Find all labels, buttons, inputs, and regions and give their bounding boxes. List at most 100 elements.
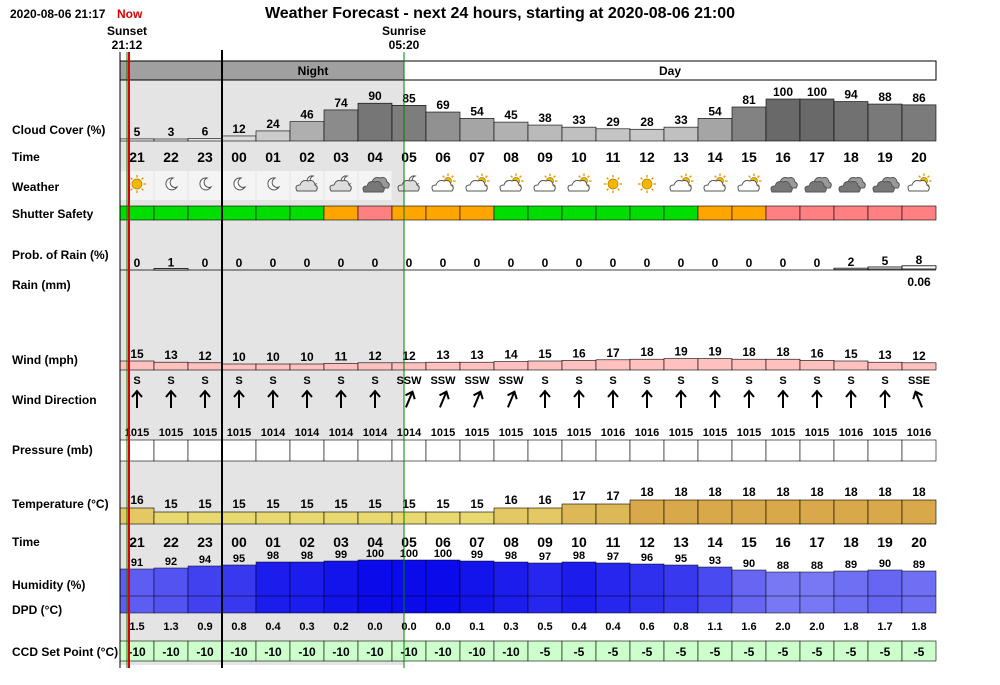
cloud-shape [703,180,726,192]
temperature-value: 16 [538,493,552,507]
row-label-ccd: CCD Set Point (°C) [12,645,118,659]
sun-ray [442,175,445,178]
cloud-shape [872,181,895,193]
moon-shape [267,177,281,191]
shutter-cell [867,205,903,221]
humidity-bar [425,559,461,614]
sun-cloud-icon [737,173,762,192]
wind-arrow-head [335,389,347,398]
shutter-cell [629,205,665,221]
temperature-bar [187,511,223,525]
sun-ray [617,177,620,180]
wind-value: 15 [844,347,858,361]
temperature-bar [459,511,495,525]
cloud-value: 54 [708,104,722,118]
humidity-bar [459,560,495,614]
temperature-value: 15 [470,497,484,511]
sunset-label: Sunset [107,24,147,38]
row-label-humidity: Humidity (%) [12,578,85,592]
sun-cloud-icon [669,173,694,192]
time-label: 12 [639,534,655,550]
pressure-value: 1016 [635,427,659,439]
sun-ray [606,188,609,191]
pressure-cell [425,439,461,462]
ccd-value: -5 [642,645,653,659]
cloud-shape [329,180,352,192]
rain-prob-value: 5 [882,254,889,268]
sun-icon [638,175,656,193]
time-label: 05 [401,534,417,550]
humidity-value: 88 [811,560,823,572]
pressure-value: 1015 [465,427,489,439]
temperature-bar [323,511,359,525]
moon-icon [233,177,247,191]
temperature-value: 18 [878,485,892,499]
cloud-shape [737,180,760,192]
humidity-value: 90 [743,558,755,570]
wind-arrow-head [233,389,245,398]
rain-prob-value: 0 [576,256,583,270]
wind-arrow-head [675,389,687,398]
wind-dir-label: S [677,375,684,387]
wind-bar [697,358,733,371]
wind-arrow-head [405,390,416,400]
wind-dir-label: S [201,375,208,387]
pressure-value: 1015 [873,427,897,439]
cloud-icon [872,177,900,193]
pressure-value: 1015 [193,427,217,439]
pressure-value: 1015 [737,427,761,439]
wind-arrow-head [473,390,484,400]
sun-ray [578,175,581,178]
pressure-cell [629,439,665,462]
pressure-value: 1014 [295,427,320,439]
row-label-weather: Weather [12,180,59,194]
temperature-value: 15 [232,497,246,511]
wind-value: 19 [708,345,722,359]
humidity-value: 97 [607,551,619,563]
temperature-value: 15 [368,497,382,511]
wind-arrow-icon [473,390,484,408]
cloud-shape [362,181,385,193]
shutter-cell [663,205,699,221]
moon-icon [199,177,213,191]
wind-value: 13 [470,348,484,362]
temperature-bar [391,511,427,525]
ccd-value: -10 [434,645,452,659]
humidity-value: 99 [335,549,347,561]
wind-bar [221,363,257,371]
time-label: 23 [197,149,213,165]
time-label: 01 [265,534,281,550]
pressure-value: 1016 [907,427,931,439]
shutter-cell [357,205,393,221]
pressure-value: 1015 [669,427,693,439]
sun-disc [641,178,653,190]
shutter-cell [561,205,597,221]
cloud-bar [153,138,189,142]
humidity-value: 89 [913,559,925,571]
time-label: 04 [367,149,383,165]
time-label: 22 [163,149,179,165]
ccd-value: -10 [400,645,418,659]
temperature-value: 15 [436,497,450,511]
dpd-value: 1.6 [741,621,756,633]
wind-bar [901,362,937,371]
temperature-bar [493,507,529,525]
temperature-value: 15 [300,497,314,511]
time-label: 02 [299,534,315,550]
pressure-cell [323,439,359,462]
shutter-cell [527,205,563,221]
rain-prob-value: 1 [168,256,175,270]
rain-prob-value: 0 [678,256,685,270]
cloud-shape [804,181,827,193]
rain-prob-bar [901,265,937,270]
cloud-shape [295,180,318,192]
wind-dir-label: S [371,375,378,387]
dpd-value: 0.0 [367,621,382,633]
pressure-value: 1015 [703,427,727,439]
pressure-value: 1014 [329,427,354,439]
sun-ray [714,175,717,178]
humidity-value: 98 [301,550,313,562]
wind-value: 10 [232,350,246,364]
cloud-icon [838,177,866,193]
wind-arrow-icon [845,389,857,408]
